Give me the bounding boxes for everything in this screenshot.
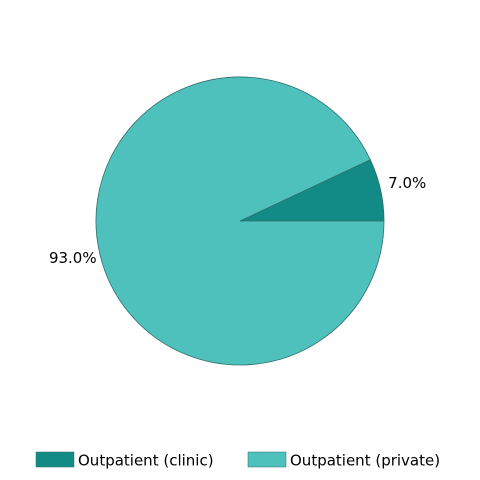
legend-swatch xyxy=(35,451,75,468)
data-label: 93.0% xyxy=(49,249,97,267)
data-label: 7.0% xyxy=(388,174,426,192)
legend-swatch xyxy=(247,451,287,468)
pie-slice xyxy=(95,76,385,366)
legend-label: Outpatient (clinic) xyxy=(78,452,214,470)
legend-label: Outpatient (private) xyxy=(290,452,440,470)
